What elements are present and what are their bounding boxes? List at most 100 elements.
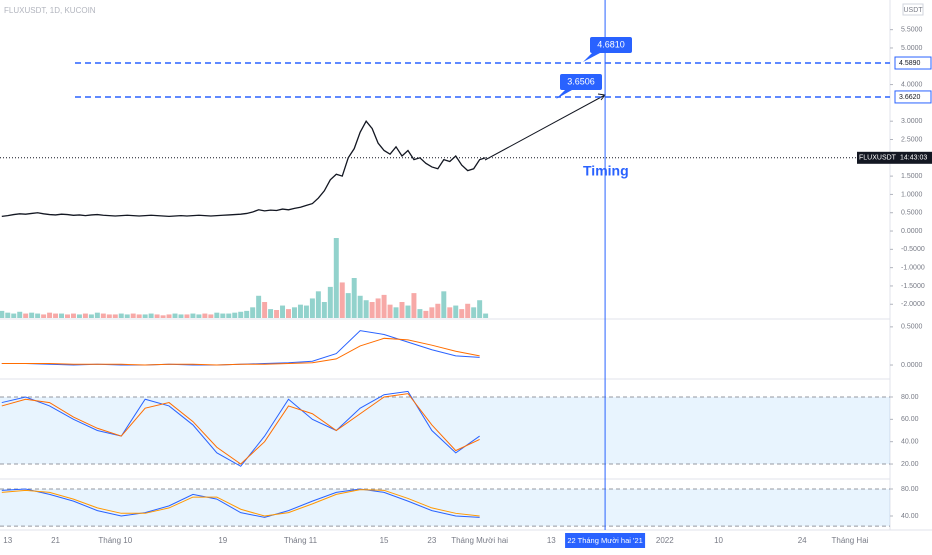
- volume-bar: [447, 307, 453, 318]
- currency: USDT: [903, 7, 923, 14]
- volume-bar: [208, 314, 214, 318]
- volume-bar: [303, 305, 309, 318]
- volume-bar: [11, 313, 17, 318]
- volume-bar: [148, 313, 154, 318]
- volume-bar: [65, 314, 70, 318]
- x-tick-label: Tháng 11: [284, 536, 318, 545]
- volume-bar: [112, 314, 118, 318]
- volume-bar: [172, 313, 178, 318]
- volume-bar: [130, 313, 136, 318]
- y-tick-label: 5.5000: [901, 27, 923, 34]
- volume-bar: [59, 313, 65, 318]
- volume-bar: [226, 313, 232, 318]
- level-label: 4.5890: [899, 60, 921, 67]
- countdown: 14:43:03: [900, 155, 927, 162]
- volume-bar: [154, 314, 160, 318]
- y-tick-label: 1.5000: [901, 173, 923, 180]
- x-tick-label: 24: [798, 536, 807, 545]
- level-label: 3.6620: [899, 94, 921, 101]
- x-tick-label: 15: [380, 536, 389, 545]
- callout-pointer: [583, 53, 600, 62]
- x-tick-label: 23: [427, 536, 436, 545]
- x-tick-label: Tháng Mười hai: [451, 536, 508, 545]
- volume-bar: [309, 298, 315, 318]
- volume-bar: [106, 314, 112, 318]
- volume-bar: [339, 282, 345, 318]
- volume-bar: [375, 298, 381, 318]
- price-line: [1, 120, 486, 218]
- volume-bar: [94, 312, 100, 318]
- x-tick-label: Tháng Hai: [832, 536, 869, 545]
- volume-bar: [220, 313, 226, 318]
- indicator-line: [1, 489, 480, 517]
- y-tick-label: 5.0000: [901, 45, 923, 52]
- volume-bar: [244, 310, 250, 318]
- volume-bar: [238, 311, 244, 318]
- volume-bar: [47, 312, 53, 318]
- volume-bar: [53, 313, 59, 318]
- volume-bar: [345, 293, 351, 318]
- volume-bar: [82, 313, 88, 318]
- volume-bar: [160, 315, 166, 318]
- volume-bar: [286, 309, 291, 318]
- y-tick-label: 0.5000: [901, 210, 923, 217]
- volume-bar: [465, 303, 471, 318]
- volume-bar: [184, 314, 190, 318]
- y-tick-label: -2.0000: [901, 301, 925, 308]
- volume-bar: [136, 314, 142, 318]
- volume-bar: [471, 307, 477, 318]
- y-tick-label: 0.5000: [901, 324, 923, 331]
- volume-bar: [178, 314, 184, 318]
- y-tick-label: -1.5000: [901, 283, 925, 290]
- currency-box: [902, 3, 924, 16]
- volume-bar: [274, 310, 280, 318]
- volume-bar: [250, 307, 256, 318]
- x-tick-label: 13: [547, 536, 556, 545]
- volume-bar: [17, 311, 23, 318]
- indicator-line: [1, 393, 480, 465]
- volume-bar: [435, 303, 441, 318]
- volume-bar: [214, 312, 220, 318]
- y-tick-label: 40.00: [901, 439, 919, 446]
- indicator-line: [1, 488, 480, 518]
- volume-bar: [124, 314, 130, 318]
- y-tick-label: 80.00: [901, 394, 919, 401]
- trend-arrow: [484, 94, 606, 161]
- cursor-label: 22 Tháng Mười hai '21: [567, 536, 642, 545]
- volume-bar: [256, 295, 262, 318]
- volume-bar: [363, 300, 369, 318]
- callout: [590, 37, 632, 53]
- callout-text: 3.6506: [567, 76, 595, 86]
- callout-pointer: [556, 90, 572, 99]
- volume-bar: [441, 291, 447, 318]
- y-tick-label: 80.00: [901, 486, 919, 493]
- volume-bar: [23, 313, 29, 318]
- volume-bar: [262, 302, 268, 318]
- x-tick-label: 21: [51, 536, 60, 545]
- indicator-line: [1, 390, 480, 467]
- volume-bar: [333, 238, 339, 318]
- volume-bar: [453, 305, 459, 318]
- y-tick-label: 0.0000: [901, 228, 923, 235]
- volume-bar: [459, 309, 465, 318]
- level-tag: [894, 56, 932, 70]
- indicator-line: [1, 337, 480, 366]
- volume-bar: [0, 310, 5, 318]
- volume-bar: [477, 300, 483, 318]
- x-tick-label: 10: [714, 536, 723, 545]
- y-tick-label: 1.0000: [901, 191, 923, 198]
- volume-bar: [5, 312, 11, 318]
- y-tick-label: 0.0000: [901, 362, 923, 369]
- volume-bar: [369, 302, 375, 318]
- volume-bar: [417, 309, 423, 318]
- volume-bar: [405, 305, 411, 318]
- volume-bar: [315, 291, 321, 318]
- volume-bar: [100, 313, 106, 318]
- volume-bar: [483, 313, 489, 318]
- annotation: Timing: [583, 163, 629, 179]
- volume-bar: [393, 307, 399, 318]
- symbol-label: FLUXUSDT: [859, 155, 897, 162]
- callout: [560, 74, 602, 90]
- x-tick-label: 13: [3, 536, 12, 545]
